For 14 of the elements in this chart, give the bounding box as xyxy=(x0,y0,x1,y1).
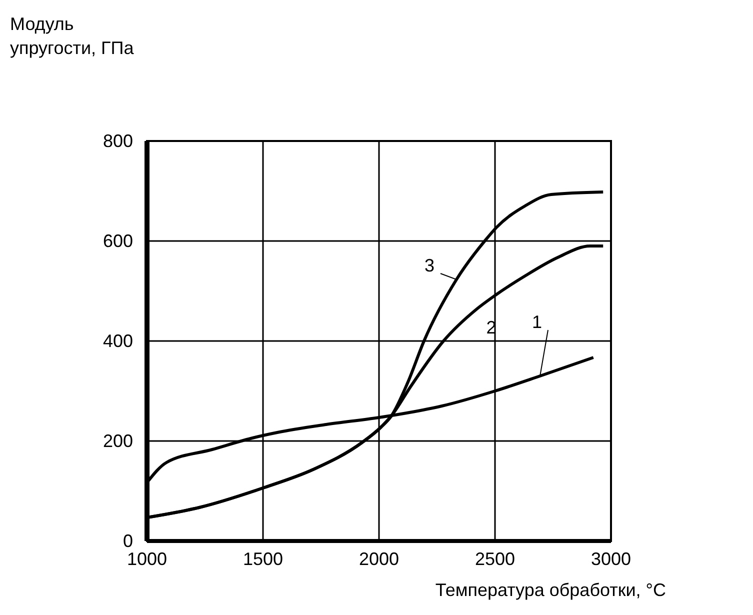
y-tick-label: 200 xyxy=(102,431,133,451)
x-axis-title: Температура обработки, °C xyxy=(435,580,666,600)
x-tick-label: 1500 xyxy=(242,549,284,569)
legend-label: 3 xyxy=(424,256,434,276)
y-tick-label: 800 xyxy=(102,131,133,151)
y-tick-label: 600 xyxy=(102,231,133,251)
x-tick-label: 2000 xyxy=(358,549,400,569)
text: 1 xyxy=(532,312,542,332)
y-axis-title: Модуль упругости, ГПа xyxy=(10,14,135,58)
x-tick-label: 1000 xyxy=(126,549,168,569)
y-tick-label: 0 xyxy=(122,531,133,551)
x-tick-label: 3000 xyxy=(590,549,632,569)
x-tick-label: 2500 xyxy=(474,549,516,569)
y-tick-label: 400 xyxy=(102,331,133,351)
